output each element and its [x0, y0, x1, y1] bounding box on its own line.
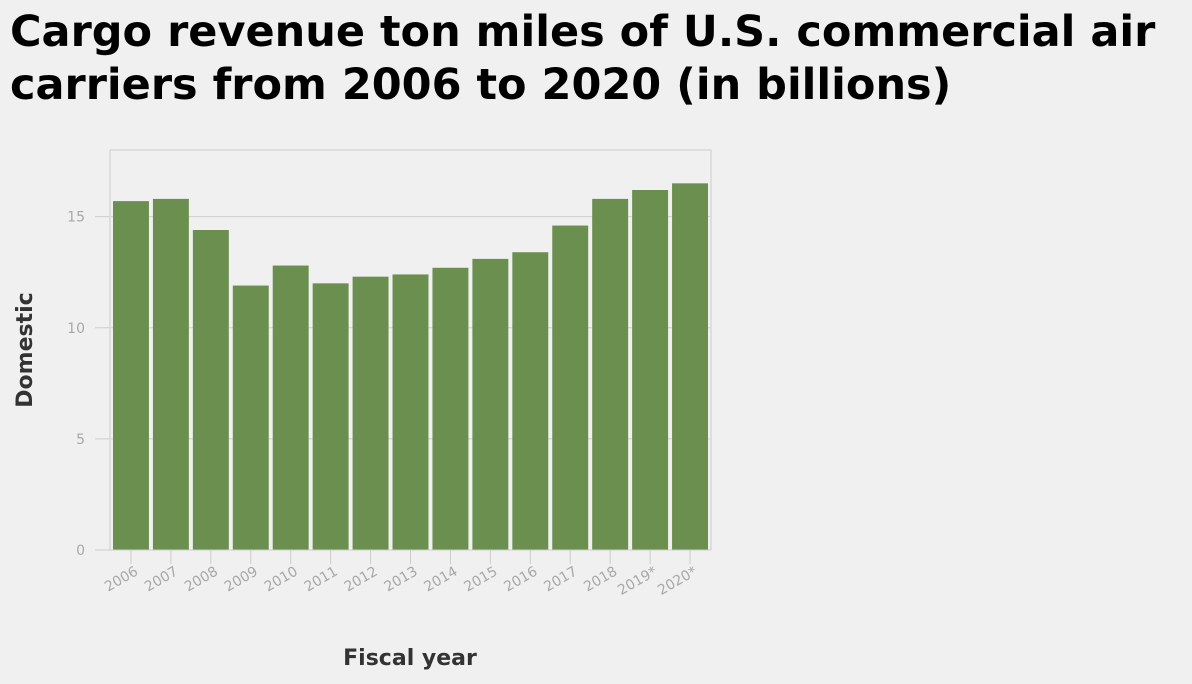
x-axis: 2006 2007 2008 2009 2010 2011 2012 2013 2014 2015…	[102, 549, 710, 599]
x-tick-label: 2009	[222, 564, 261, 596]
bar-2007	[152, 198, 189, 550]
bar-2015	[472, 258, 509, 550]
x-tick-label: 2014	[422, 564, 461, 596]
x-tick-label: 2006	[102, 564, 141, 596]
x-tick-label: 2010	[262, 564, 301, 596]
bar-2016	[512, 252, 549, 550]
bar-2006	[113, 201, 149, 550]
bar-2008	[192, 230, 229, 550]
bar-2014	[432, 267, 469, 550]
x-tick-label: 2015	[462, 564, 501, 596]
x-tick-label: 2017	[541, 564, 580, 596]
x-tick-label: 2018	[581, 564, 620, 596]
bar-2012	[352, 276, 389, 550]
x-tick-label: 2019*	[615, 564, 660, 599]
y-tick-label: 5	[76, 432, 85, 448]
x-tick-label: 2012	[342, 564, 381, 596]
y-axis: 0 5 10 15	[67, 210, 110, 559]
y-tick-label: 10	[67, 321, 85, 337]
x-tick-label: 2007	[142, 564, 181, 596]
chart-title: Cargo revenue ton miles of U.S. commerci…	[10, 7, 1156, 110]
bar-2019	[632, 190, 669, 550]
bar-2018	[592, 198, 629, 550]
x-tick-label: 2016	[501, 564, 540, 596]
y-tick-label: 15	[67, 210, 85, 226]
x-tick-label: 2013	[382, 564, 421, 596]
bar-2020	[672, 183, 708, 551]
x-tick-label: 2011	[302, 564, 341, 596]
y-tick-label: 0	[76, 543, 85, 559]
x-axis-title: Fiscal year	[343, 646, 477, 671]
x-tick-label: 2008	[182, 564, 221, 596]
bar-2011	[312, 283, 349, 550]
bar-2010	[272, 265, 309, 550]
y-axis-title: Domestic	[13, 292, 38, 407]
bar-2013	[392, 274, 429, 550]
bar-2017	[552, 225, 589, 551]
bars	[113, 183, 708, 551]
x-tick-label: 2020*	[655, 564, 700, 599]
bar-2009	[232, 285, 269, 550]
